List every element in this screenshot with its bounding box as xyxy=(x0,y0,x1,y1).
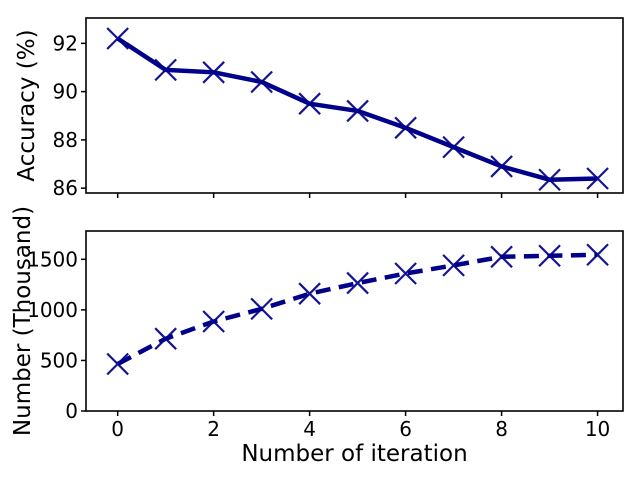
data-point-marker xyxy=(298,92,321,115)
data-point-marker xyxy=(586,167,609,190)
data-point-marker xyxy=(586,243,609,267)
data-point-marker xyxy=(538,244,561,268)
data-point-marker xyxy=(490,155,513,178)
data-point-marker xyxy=(538,168,561,192)
data-point-marker xyxy=(394,116,417,140)
data-point-marker xyxy=(202,61,225,84)
data-point-marker xyxy=(298,282,321,305)
x-tick-label: 6 xyxy=(399,417,412,441)
y-tick-label: 0 xyxy=(65,399,78,423)
data-point-marker xyxy=(106,352,129,376)
y-tick-label: 1500 xyxy=(27,247,78,271)
data-point-marker xyxy=(250,297,273,321)
y-tick-label: 500 xyxy=(40,348,78,372)
data-point-marker xyxy=(106,27,129,50)
x-tick-label: 2 xyxy=(207,417,220,441)
axes-frame xyxy=(85,230,624,412)
y-tick-label: 1000 xyxy=(27,298,78,322)
axes-frame xyxy=(85,17,624,194)
data-point-marker xyxy=(346,99,369,123)
data-point-marker xyxy=(250,70,273,94)
data-point-marker xyxy=(346,271,369,295)
data-point-marker xyxy=(154,327,177,350)
x-tick-label: 8 xyxy=(495,417,508,441)
data-point-marker xyxy=(202,310,225,333)
number-y-axis-label: Number (Thousand) xyxy=(10,206,36,436)
x-tick-label: 4 xyxy=(303,417,316,441)
data-point-marker xyxy=(442,254,465,277)
data-point-marker xyxy=(394,262,417,285)
x-axis-label: Number of iteration xyxy=(241,441,467,467)
number-chart: 0 2 4 6 8 10 0 500 1000 1500 xyxy=(27,230,624,441)
data-point-marker xyxy=(490,245,513,269)
number-line xyxy=(116,252,598,366)
data-point-marker xyxy=(154,58,177,82)
x-tick-label: 0 xyxy=(111,417,124,441)
y-tick-label: 90 xyxy=(53,80,78,104)
data-point-marker xyxy=(442,135,465,159)
accuracy-y-axis-label: Accuracy (%) xyxy=(14,29,40,181)
y-tick-label: 92 xyxy=(53,31,78,55)
accuracy-chart: 86 88 90 92 xyxy=(53,17,624,200)
accuracy-line xyxy=(116,36,598,182)
y-tick-label: 86 xyxy=(53,176,78,200)
y-tick-label: 88 xyxy=(53,128,78,152)
x-tick-label: 10 xyxy=(585,417,610,441)
